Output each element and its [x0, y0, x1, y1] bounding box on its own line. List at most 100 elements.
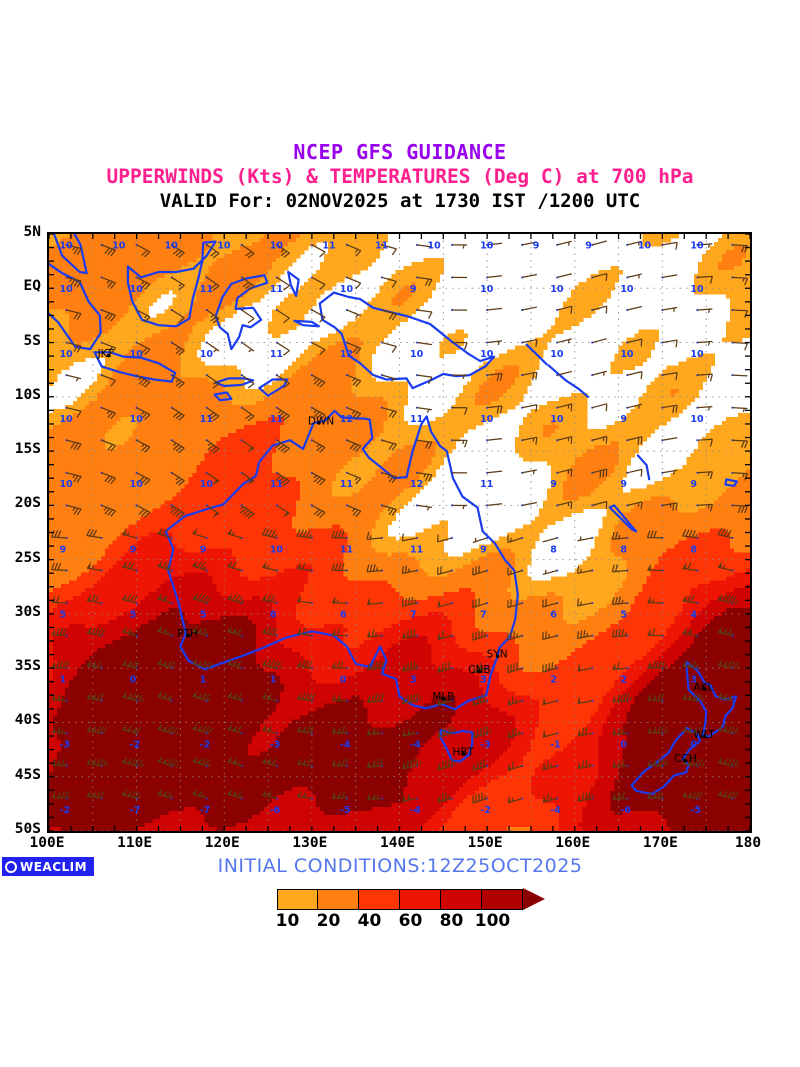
svg-text:5: 5 — [200, 609, 207, 620]
city-PTH: PTH — [177, 628, 198, 640]
svg-text:8: 8 — [620, 544, 627, 555]
city-DWN: DWN — [308, 415, 334, 427]
svg-text:10: 10 — [410, 349, 424, 360]
city-CNB: CNB — [468, 664, 490, 676]
svg-text:-4: -4 — [410, 805, 421, 816]
svg-text:MLB: MLB — [432, 691, 454, 703]
initial-conditions-text: INITIAL CONDITIONS:12Z25OCT2025 — [217, 855, 583, 877]
svg-text:-3: -3 — [270, 740, 281, 751]
svg-text:10: 10 — [130, 349, 144, 360]
svg-text:PTH: PTH — [177, 628, 198, 640]
svg-text:-5: -5 — [340, 805, 351, 816]
svg-text:9: 9 — [585, 240, 592, 251]
svg-text:11: 11 — [270, 349, 283, 360]
svg-text:12: 12 — [410, 479, 423, 490]
svg-text:-6: -6 — [270, 805, 281, 816]
y-tick-5N: 5N — [23, 224, 41, 240]
svg-text:10: 10 — [130, 284, 144, 295]
colorbar-swatches — [0, 888, 800, 910]
svg-text:11: 11 — [200, 414, 213, 425]
svg-text:10: 10 — [340, 284, 354, 295]
wind-barbs — [50, 240, 749, 804]
weaclim-logo[interactable]: WEACLIM — [2, 857, 94, 876]
map-plot-area[interactable]: 10 10 10 10 10 11 11 10 10 9 9 10 10 10 10 11 11 10 9 10 10 1… — [47, 232, 752, 833]
y-tick-20S: 20S — [14, 495, 41, 512]
weaclim-ring-icon — [5, 860, 17, 873]
svg-text:-1: -1 — [550, 740, 561, 751]
svg-text:7: 7 — [480, 609, 487, 620]
city-JKT: JKT — [97, 348, 114, 360]
svg-text:10: 10 — [690, 284, 704, 295]
svg-text:6: 6 — [340, 609, 347, 620]
svg-text:1: 1 — [270, 675, 277, 686]
colorbar-segment-60 — [400, 888, 441, 910]
svg-text:-4: -4 — [410, 740, 421, 751]
y-tick-45S: 45S — [14, 766, 41, 783]
svg-text:3: 3 — [480, 675, 487, 686]
colorbar-label-80: 80 — [439, 911, 464, 931]
x-tick-180: 180 — [734, 835, 762, 851]
svg-text:10: 10 — [60, 349, 74, 360]
svg-text:5: 5 — [620, 609, 627, 620]
svg-text:10: 10 — [130, 479, 144, 490]
svg-text:5: 5 — [130, 609, 137, 620]
svg-text:10: 10 — [60, 414, 74, 425]
svg-text:6: 6 — [270, 609, 277, 620]
x-tick-170E: 170E — [642, 835, 678, 851]
x-tick-120E: 120E — [204, 835, 240, 851]
svg-text:10: 10 — [60, 284, 74, 295]
colorbar-segment-100 — [482, 888, 523, 910]
colorbar-label-20: 20 — [316, 911, 341, 931]
svg-text:10: 10 — [60, 479, 74, 490]
svg-text:-6: -6 — [620, 805, 631, 816]
svg-text:8: 8 — [690, 544, 697, 555]
city-HBT: HBT — [452, 746, 474, 758]
svg-text:11: 11 — [270, 479, 283, 490]
svg-text:11: 11 — [200, 284, 213, 295]
svg-text:10: 10 — [690, 349, 704, 360]
chart-title-block: NCEP GFS GUIDANCE UPPERWINDS (Kts) & TEM… — [0, 140, 800, 214]
svg-text:0: 0 — [620, 740, 627, 751]
svg-text:11: 11 — [410, 544, 423, 555]
city-CCH: CCH — [674, 753, 697, 765]
svg-text:-7: -7 — [130, 805, 141, 816]
svg-text:10: 10 — [217, 240, 231, 251]
y-tick-50S: 50S — [14, 821, 41, 837]
svg-text:10: 10 — [270, 240, 284, 251]
x-tick-130E: 130E — [292, 835, 328, 851]
svg-text:6: 6 — [550, 609, 557, 620]
svg-text:SYN: SYN — [487, 649, 508, 661]
colorbar-segment-20 — [318, 888, 359, 910]
colorbar-label-10: 10 — [275, 911, 300, 931]
svg-text:-2: -2 — [60, 805, 71, 816]
svg-text:10: 10 — [165, 240, 179, 251]
svg-text:10: 10 — [130, 414, 144, 425]
svg-text:5: 5 — [60, 609, 67, 620]
colorbar[interactable]: 10 20 40 60 80 100 — [0, 888, 800, 931]
title-line-variable: UPPERWINDS (Kts) & TEMPERATURES (Deg C) … — [106, 165, 694, 188]
svg-text:10: 10 — [690, 240, 704, 251]
svg-text:10: 10 — [112, 240, 126, 251]
colorbar-segment-80 — [441, 888, 482, 910]
svg-text:-3: -3 — [480, 740, 491, 751]
svg-text:11: 11 — [340, 479, 353, 490]
svg-text:11: 11 — [270, 414, 283, 425]
svg-text:10: 10 — [200, 349, 214, 360]
city-WLT: WLT — [693, 729, 715, 741]
y-tick-35S: 35S — [14, 658, 41, 675]
svg-text:9: 9 — [620, 414, 627, 425]
svg-text:9: 9 — [533, 240, 540, 251]
x-tick-140E: 140E — [380, 835, 415, 851]
x-tick-150E: 150E — [467, 835, 503, 851]
svg-text:0: 0 — [690, 740, 697, 751]
y-tick-25S: 25S — [14, 549, 41, 566]
svg-text:9: 9 — [130, 544, 137, 555]
svg-text:10: 10 — [200, 479, 214, 490]
y-tick-5S: 5S — [23, 332, 41, 349]
svg-text:11: 11 — [480, 479, 493, 490]
svg-text:-2: -2 — [130, 740, 141, 751]
svg-text:11: 11 — [270, 284, 283, 295]
svg-text:0: 0 — [340, 675, 347, 686]
svg-text:10: 10 — [480, 349, 494, 360]
